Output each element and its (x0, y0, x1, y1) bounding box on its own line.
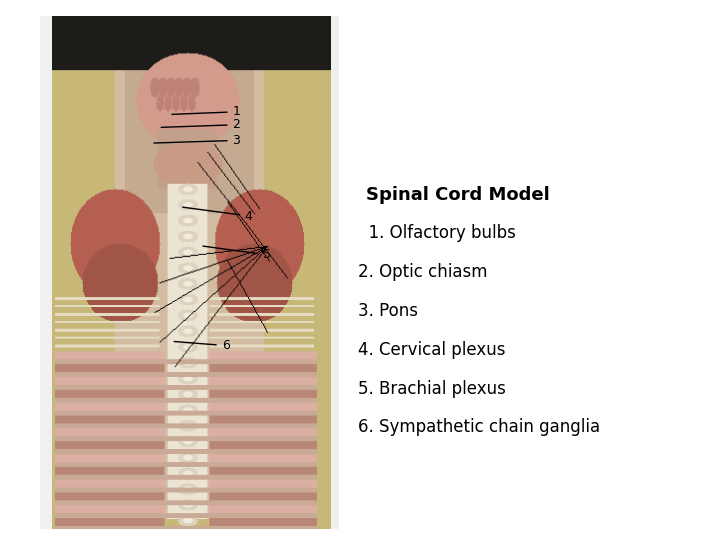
Text: 1. Olfactory bulbs: 1. Olfactory bulbs (358, 224, 516, 242)
Text: 5: 5 (203, 246, 271, 261)
Text: 2. Optic chiasm: 2. Optic chiasm (358, 263, 487, 281)
Text: 5. Brachial plexus: 5. Brachial plexus (358, 380, 505, 397)
Text: 4: 4 (183, 207, 253, 222)
Text: 6. Sympathetic chain ganglia: 6. Sympathetic chain ganglia (358, 418, 600, 436)
Text: 3: 3 (154, 134, 240, 147)
Text: 2: 2 (161, 118, 240, 131)
Text: 4. Cervical plexus: 4. Cervical plexus (358, 341, 505, 359)
Text: 6: 6 (174, 339, 230, 352)
Text: Spinal Cord Model: Spinal Cord Model (366, 186, 549, 204)
Text: 1: 1 (172, 105, 240, 118)
Text: 3. Pons: 3. Pons (358, 302, 418, 320)
